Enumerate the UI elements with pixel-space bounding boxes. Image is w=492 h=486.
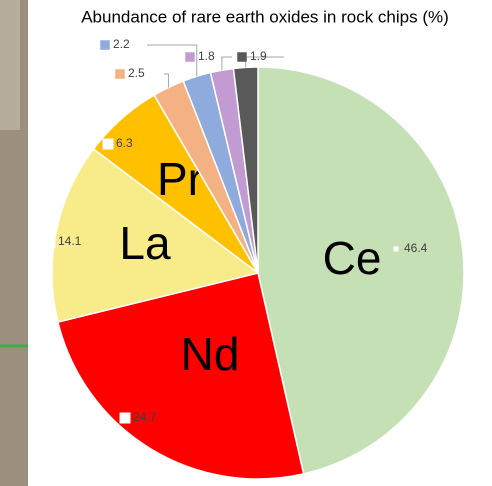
value-label: 14.1 bbox=[58, 234, 82, 248]
chart-title: Abundance of rare earth oxides in rock c… bbox=[81, 7, 449, 26]
value-label: 1.9 bbox=[250, 49, 267, 63]
value-label: 6.3 bbox=[116, 136, 133, 150]
label-marker bbox=[121, 414, 129, 422]
label-marker bbox=[392, 245, 400, 253]
chart: Abundance of rare earth oxides in rock c… bbox=[0, 0, 492, 486]
value-label: 2.5 bbox=[128, 66, 145, 80]
value-label: 1.8 bbox=[198, 49, 215, 63]
slice-name: Nd bbox=[181, 328, 240, 380]
label-marker bbox=[238, 53, 246, 61]
leader-line bbox=[164, 74, 168, 87]
slice-name: Ce bbox=[323, 232, 382, 284]
slice-name: La bbox=[119, 217, 171, 269]
label-marker bbox=[116, 70, 124, 78]
background-photo bbox=[0, 0, 20, 130]
value-label: 24.7 bbox=[133, 410, 157, 424]
label-marker bbox=[104, 140, 112, 148]
value-label: 46.4 bbox=[404, 241, 428, 255]
page: {"chart_data": {"type": "pie", "title": … bbox=[0, 0, 492, 486]
label-marker bbox=[186, 53, 194, 61]
label-marker bbox=[101, 41, 109, 49]
label-marker bbox=[46, 238, 54, 246]
value-label: 2.2 bbox=[113, 37, 130, 51]
